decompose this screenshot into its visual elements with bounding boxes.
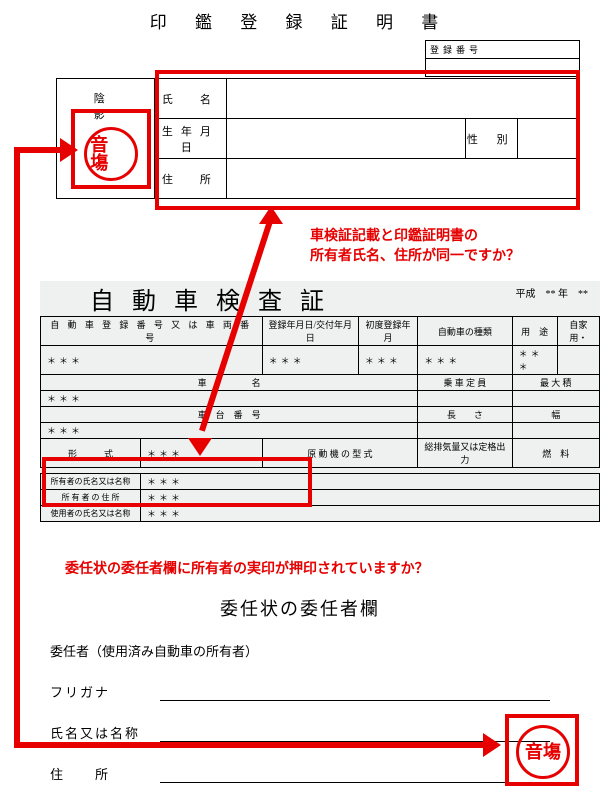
arrow-head-up — [259, 206, 283, 224]
name-or-title-label: 氏名又は名称 — [50, 723, 160, 742]
v-width — [512, 423, 599, 439]
v-firstreg: ＊＊＊ — [358, 346, 417, 375]
h-fuel: 燃 料 — [512, 439, 599, 468]
h-firstreg: 初度登録年月 — [358, 317, 417, 346]
v-chassis: ＊＊＊ — [41, 423, 418, 439]
arrow-head-seal2 — [483, 733, 501, 757]
seal-cert-title: 印 鑑 登 録 証 明 書 — [0, 0, 600, 33]
highlight-box-cert-fields — [155, 70, 580, 210]
v-use: ＊＊＊ — [512, 346, 557, 375]
h-load: 最 大 積 — [512, 375, 599, 391]
v-cap — [418, 391, 512, 407]
arrow-head-seal1 — [60, 138, 78, 162]
v-load — [512, 391, 599, 407]
arrow-h1 — [14, 147, 66, 153]
furigana-value — [160, 683, 550, 701]
reg-num-label: 登録番号 — [426, 41, 579, 58]
delegator-subtitle: 委任者（使用済み自動車の所有者） — [50, 641, 550, 660]
h-chassis: 車 台 番 号 — [41, 407, 418, 423]
question-1: 車検証記載と印鑑証明書の 所有者氏名、住所が同一ですか？ — [310, 227, 520, 266]
user-name-val: ＊＊＊ — [141, 506, 600, 522]
h-width: 幅 — [512, 407, 599, 423]
v-private — [557, 346, 599, 375]
h-cap: 乗 車 定 員 — [418, 375, 512, 391]
delegate-address-label: 住 所 — [50, 764, 160, 783]
h-carname: 車 名 — [41, 375, 418, 391]
delegate-address-value — [160, 765, 550, 783]
highlight-box-owner — [42, 457, 312, 507]
h-private: 自家用・ — [557, 317, 599, 346]
user-name-label: 使用者の氏名又は名称 — [41, 506, 141, 522]
arrow-v1 — [14, 147, 20, 742]
v-carname: ＊＊＊ — [41, 391, 418, 407]
arrow-head-down — [188, 438, 212, 456]
furigana-label: フリガナ — [50, 682, 160, 701]
delegation-title: 委任状の委任者欄 — [50, 595, 550, 621]
v-type: ＊＊＊ — [418, 346, 512, 375]
highlight-box-seal-2 — [505, 714, 579, 786]
question-2: 委任状の委任者欄に所有者の実印が押印されていますか？ — [65, 560, 429, 580]
highlight-box-seal — [71, 109, 151, 189]
h-regdate: 登録年月日/交付年月日 — [262, 317, 358, 346]
delegation-section: 委任状の委任者欄 委任者（使用済み自動車の所有者） フリガナ 氏名又は名称 住 … — [50, 595, 550, 805]
h-len: 長 さ — [418, 407, 512, 423]
h-type: 自動車の種類 — [418, 317, 512, 346]
h-use: 用 途 — [512, 317, 557, 346]
v-regdate: ＊＊＊ — [262, 346, 358, 375]
v-len — [418, 423, 512, 439]
era-date: 平成 ** 年 ** — [516, 285, 589, 300]
arrow-h2 — [14, 742, 485, 748]
h-disp: 総排気量又は定格出力 — [418, 439, 512, 468]
